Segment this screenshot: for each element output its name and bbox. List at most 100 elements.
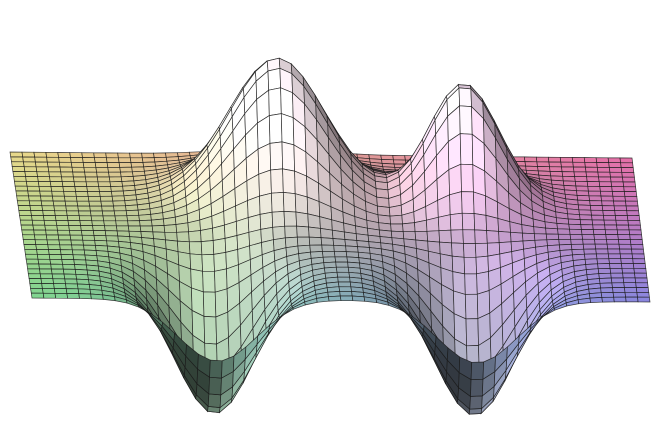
surface-cell (562, 175, 576, 182)
surface-cell (601, 200, 615, 207)
surface-cell (634, 277, 648, 284)
surface-cell (622, 181, 636, 188)
surface-cell (333, 250, 348, 258)
surface-cell (601, 205, 616, 211)
surface-cell (36, 249, 50, 255)
surface-cell (570, 238, 584, 245)
surface-cell (296, 236, 311, 247)
surface-cell (36, 253, 51, 260)
surface-cell (112, 200, 126, 207)
surface-cell (592, 229, 607, 235)
surface-cell (49, 176, 63, 182)
surface-cell (71, 166, 86, 173)
surface-cell (589, 205, 604, 211)
surface-cell (597, 263, 611, 270)
surface-cell (50, 268, 65, 275)
surface-cell (343, 231, 358, 241)
surface-cell (628, 229, 642, 236)
surface-cell (46, 161, 61, 168)
surface-cell (474, 229, 488, 244)
surface-cell (389, 214, 403, 225)
surface-cell (572, 161, 586, 168)
surface-cell (15, 190, 29, 197)
surface-cell (618, 243, 632, 250)
surface-cell (619, 253, 634, 260)
surface-cell (616, 229, 631, 236)
surface-cell (62, 268, 77, 275)
surface-cell (92, 230, 107, 237)
surface-cell (583, 248, 597, 255)
surface-cell (586, 181, 601, 187)
surface-cell (465, 318, 479, 347)
surface-cell (605, 234, 619, 240)
surface-cell (268, 113, 283, 144)
surface-cell (61, 176, 75, 183)
surface-cell (12, 171, 27, 177)
surface-cell (612, 291, 626, 298)
surface-cell (632, 258, 646, 264)
surface-cell (611, 282, 625, 288)
surface-cell (635, 282, 649, 288)
surface-cell (522, 232, 536, 242)
surface-cell (271, 211, 286, 228)
surface-cell (71, 244, 85, 251)
surface-cell (107, 167, 121, 173)
surface-cell (117, 157, 132, 163)
surface-cell (581, 229, 595, 235)
surface-cell (30, 210, 44, 216)
surface-cell (100, 200, 114, 207)
surface-cell (536, 161, 550, 168)
surface-cell (212, 224, 226, 241)
surface-cell (498, 231, 512, 243)
surface-cell (72, 171, 86, 178)
surface-cell (576, 190, 590, 197)
surface-cell (151, 218, 165, 227)
surface-cell (66, 215, 81, 221)
surface-cell (573, 171, 587, 178)
surface-cell (69, 234, 84, 241)
surface-cell (34, 239, 49, 246)
surface-cell (437, 214, 452, 232)
surface-cell (600, 287, 614, 294)
surface-cell (626, 210, 640, 216)
surface-cell (561, 166, 575, 173)
surface-cell (111, 195, 126, 202)
surface-cell (571, 157, 586, 163)
surface-cell (202, 291, 217, 318)
surface-cell (485, 214, 499, 232)
surface-cell (72, 254, 87, 261)
surface-cell (637, 296, 651, 303)
surface-cell (58, 161, 73, 168)
surface-cell (464, 293, 479, 320)
surface-cell (83, 166, 98, 173)
surface-cell (200, 227, 214, 242)
surface-cell (621, 267, 635, 274)
surface-cell (600, 190, 614, 197)
surface-cell (622, 272, 636, 279)
surface-cell (29, 205, 44, 211)
surface-cell (451, 242, 465, 258)
surface-cell (72, 176, 87, 183)
surface-cell (58, 156, 72, 163)
surface-cell (176, 231, 190, 243)
surface-cell (280, 87, 294, 119)
surface-cell (438, 229, 452, 244)
surface-cell (11, 166, 26, 172)
surface-cell (584, 161, 598, 168)
surface-mesh (9, 57, 651, 416)
surface-cell (414, 230, 429, 242)
surface-cell (602, 210, 616, 216)
surface-cell (65, 283, 79, 290)
surface-cell (90, 293, 104, 300)
surface-cell (62, 186, 77, 192)
surface-cell (549, 166, 563, 172)
surface-cell (75, 191, 89, 197)
surface-cell (611, 191, 626, 197)
surface-cell (470, 378, 484, 397)
surface-cell (545, 233, 560, 241)
surface-cell (579, 219, 594, 226)
surface-cell (402, 222, 416, 233)
surface-cell (78, 210, 92, 217)
surface-cell (321, 244, 335, 252)
surface-cell (334, 256, 349, 263)
